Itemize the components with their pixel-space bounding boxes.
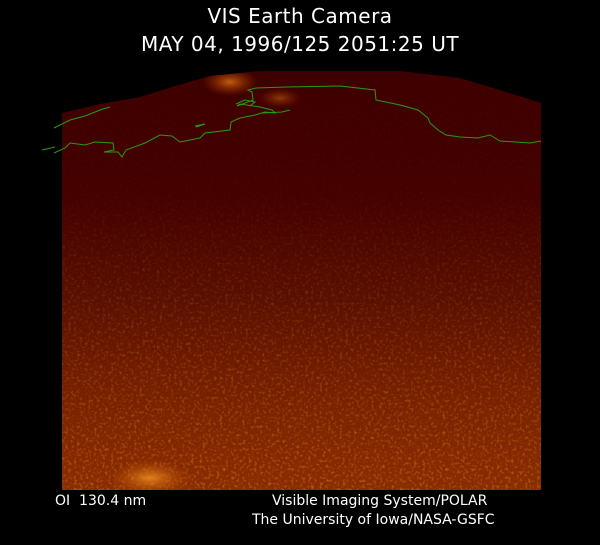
dayside-glow bbox=[110, 460, 190, 490]
image-timestamp: MAY 04, 1996/125 2051:25 UT bbox=[140, 32, 460, 56]
image-title: VIS Earth Camera bbox=[207, 4, 393, 28]
coastline-overlay bbox=[41, 85, 542, 158]
aurora-glow bbox=[202, 71, 258, 96]
credit-label: The University of Iowa/NASA-GSFC bbox=[252, 512, 495, 528]
filter-wavelength: OI 130.4 nm bbox=[55, 493, 147, 509]
instrument-label: Visible Imaging System/POLAR bbox=[272, 493, 488, 509]
